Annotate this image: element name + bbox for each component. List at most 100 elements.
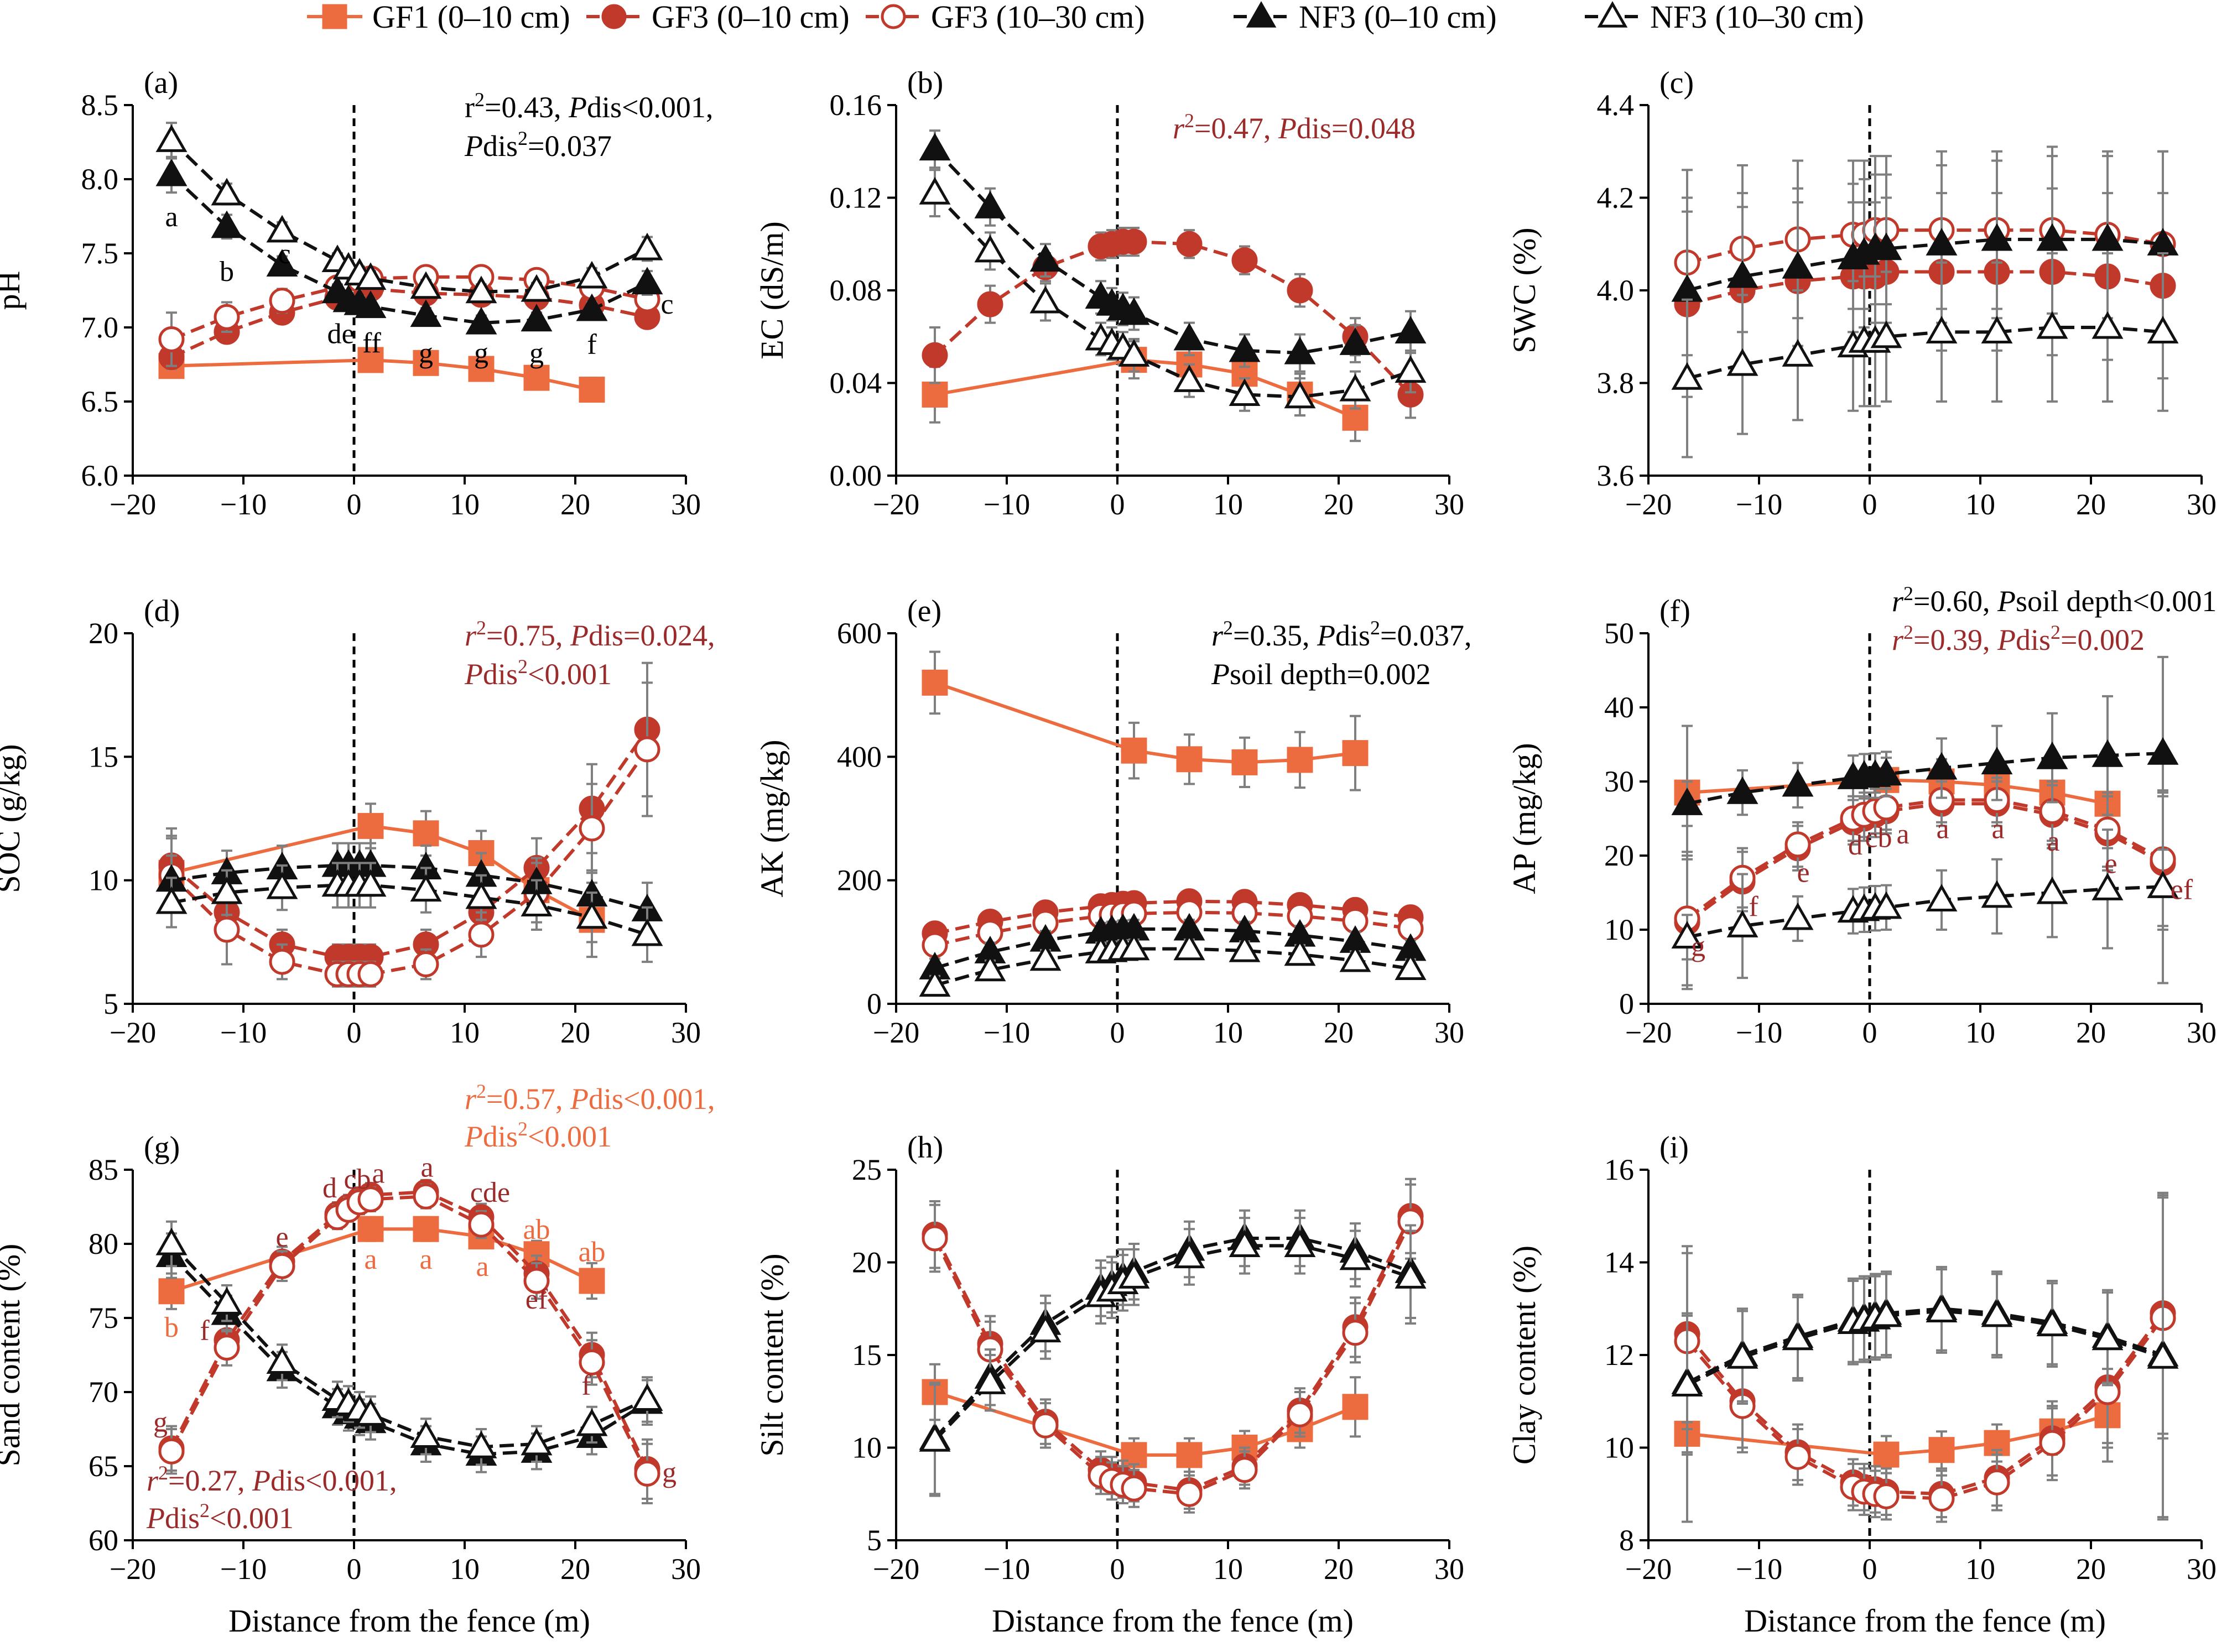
legend-label: GF3 (10–30 cm) bbox=[931, 0, 1145, 35]
stat-annotation: Pdis2<0.001 bbox=[464, 1118, 612, 1153]
data-point bbox=[465, 881, 497, 909]
stat-annotation-part: 2 bbox=[518, 655, 528, 678]
x-tick-label: 10 bbox=[1965, 1552, 1995, 1586]
data-point bbox=[631, 1383, 663, 1411]
stat-annotation-part: 2 bbox=[1370, 617, 1380, 639]
x-tick-label: 10 bbox=[1213, 1552, 1243, 1586]
x-tick-label: 10 bbox=[1965, 1016, 1995, 1049]
x-tick-label: 10 bbox=[450, 1016, 480, 1049]
panel-f: −20 −10 0 10 20 30 0 10 20 30 40 50 AP (mg/kg) (f) g f e… bbox=[1506, 582, 2217, 1049]
data-point bbox=[919, 133, 951, 161]
data-point bbox=[211, 178, 243, 206]
series-line bbox=[1685, 1317, 2165, 1500]
data-point bbox=[919, 176, 951, 205]
x-tick-label: −20 bbox=[873, 488, 919, 521]
data-point bbox=[1726, 260, 1758, 288]
x-tick-label: 10 bbox=[450, 1552, 480, 1586]
data-point bbox=[1782, 769, 1814, 797]
data-point bbox=[2091, 223, 2124, 251]
panel-i: −20 −10 0 10 20 30 8 10 12 14 16 Clay content (%) Di… bbox=[1506, 1130, 2217, 1639]
series-GF3_10_30 bbox=[922, 1183, 1424, 1514]
significance-label: ab bbox=[523, 1214, 550, 1245]
stat-annotation-part: dis<0.001, bbox=[270, 1464, 397, 1497]
data-point bbox=[579, 377, 605, 403]
data-point bbox=[410, 271, 442, 299]
stat-annotation: r2=0.43, Pdis<0.001, bbox=[465, 88, 713, 124]
series-line bbox=[1687, 752, 2163, 806]
panel-label: (g) bbox=[144, 1130, 180, 1165]
stat-annotation-part: r bbox=[465, 1082, 477, 1116]
significance-label: b bbox=[220, 256, 234, 288]
data-point bbox=[266, 249, 298, 277]
stat-annotation-part: P bbox=[568, 91, 587, 124]
y-axis-label: AP (mg/kg) bbox=[1506, 743, 1542, 894]
stat-annotation-part: 2 bbox=[475, 88, 485, 111]
x-tick-label: 0 bbox=[1862, 1552, 1877, 1586]
series-GF1_0_10 bbox=[158, 1216, 605, 1310]
series-line bbox=[933, 148, 1411, 355]
y-axis-label: Silt content (%) bbox=[754, 1253, 790, 1456]
data-point bbox=[1870, 232, 1902, 260]
data-point bbox=[1231, 1457, 1258, 1483]
data-point bbox=[1981, 880, 2013, 908]
stat-annotation: Pdis2=0.037 bbox=[464, 127, 612, 163]
significance-label: f bbox=[1749, 891, 1758, 923]
legend-marker bbox=[1597, 1, 1628, 28]
stat-annotation-part: r bbox=[465, 91, 475, 124]
significance-label: a bbox=[1896, 819, 1909, 850]
x-tick-label: 20 bbox=[1324, 1552, 1354, 1586]
x-tick-label: −10 bbox=[984, 1552, 1030, 1586]
panel-label: (c) bbox=[1659, 66, 1694, 100]
data-point bbox=[214, 304, 240, 330]
series-line bbox=[170, 748, 649, 976]
data-point bbox=[521, 1427, 553, 1456]
series-NF3_0_10 bbox=[919, 913, 1427, 979]
x-tick-label: −10 bbox=[1736, 1552, 1782, 1586]
data-point bbox=[521, 889, 553, 916]
series-line bbox=[933, 1244, 1411, 1442]
stat-annotation-part: r bbox=[1892, 623, 1904, 656]
data-point bbox=[1926, 752, 1958, 780]
legend-item-GF1_0_10: GF1 (0–10 cm) bbox=[307, 0, 570, 35]
data-point bbox=[413, 1183, 439, 1210]
data-point bbox=[1173, 322, 1205, 351]
significance-label: de bbox=[327, 319, 354, 350]
data-point bbox=[1726, 1341, 1758, 1369]
series-NF3_10_30 bbox=[919, 1217, 1427, 1497]
data-point bbox=[634, 1460, 660, 1487]
data-point bbox=[266, 871, 298, 899]
y-axis-label: SWC (%) bbox=[1506, 227, 1542, 353]
data-point bbox=[1784, 1443, 1811, 1470]
data-point bbox=[579, 1268, 605, 1294]
data-point bbox=[158, 326, 185, 352]
stat-annotation-part: P bbox=[464, 129, 483, 163]
stat-annotation-part: dis bbox=[165, 1502, 200, 1535]
data-point bbox=[155, 886, 188, 914]
series-line bbox=[1686, 1307, 2163, 1384]
data-point bbox=[2091, 1322, 2124, 1351]
series-line bbox=[170, 1190, 649, 1470]
data-point bbox=[1342, 740, 1369, 767]
y-tick-label: 14 bbox=[1604, 1246, 1634, 1279]
panel-label: (i) bbox=[1659, 1130, 1689, 1165]
series-line bbox=[1687, 326, 2163, 381]
y-tick-label: 200 bbox=[837, 864, 882, 897]
stat-annotation-part: dis<0.001, bbox=[589, 1082, 715, 1116]
series-line bbox=[933, 1236, 1412, 1440]
significance-label: g bbox=[529, 338, 544, 369]
stat-annotation-part: =0.037, bbox=[1380, 619, 1471, 652]
data-point bbox=[1928, 1437, 1955, 1463]
significance-label: ef bbox=[2171, 874, 2193, 905]
data-point bbox=[2036, 741, 2068, 769]
x-tick-label: 20 bbox=[1324, 1016, 1354, 1049]
significance-label: ef bbox=[526, 1284, 548, 1315]
y-tick-label: 5 bbox=[867, 1524, 882, 1557]
data-point bbox=[2039, 1430, 2065, 1456]
data-point bbox=[2147, 871, 2179, 898]
significance-label: a bbox=[420, 1152, 433, 1184]
data-point bbox=[1395, 952, 1427, 980]
data-point bbox=[1231, 247, 1258, 274]
legend-item-GF3_10_30: GF3 (10–30 cm) bbox=[866, 0, 1145, 35]
